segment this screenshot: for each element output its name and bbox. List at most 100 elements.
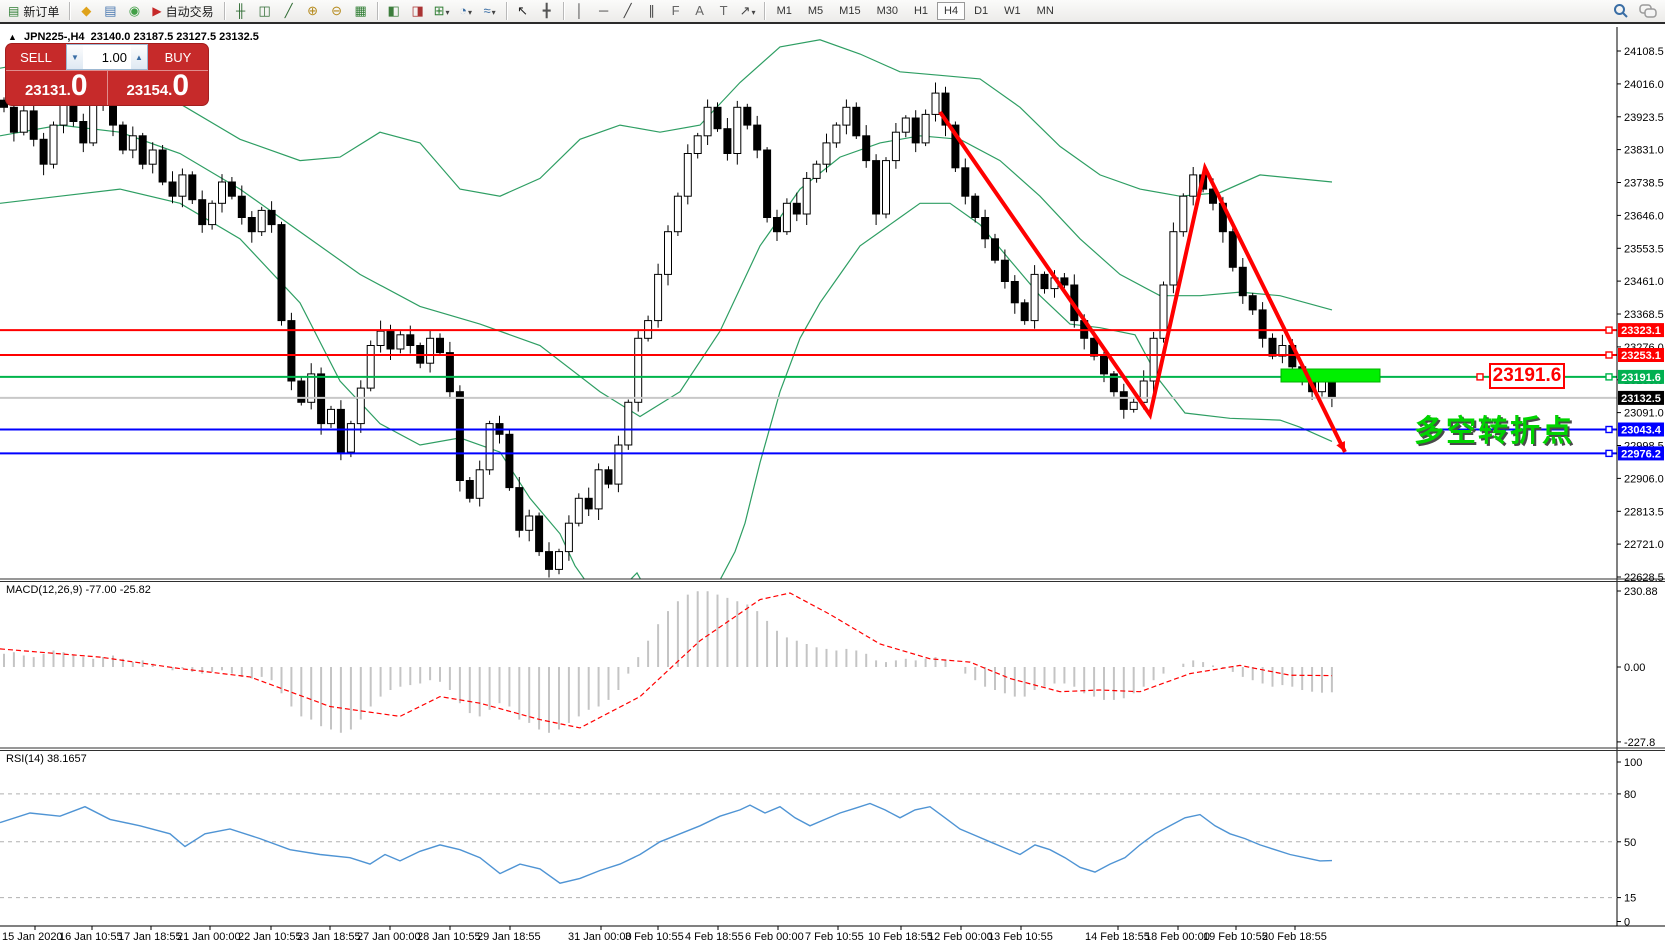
timeframe-w1[interactable]: W1	[1004, 5, 1021, 17]
horizontal-line-objects[interactable]	[0, 329, 1617, 455]
new-chart-icon-caret[interactable]: ▾	[445, 8, 450, 17]
svg-text:15: 15	[1624, 893, 1636, 905]
toolbar: ▤ 新订单 ◆ ▤ ◉ ▶ 自动交易 ╫ ◫ ╱ ⊕ ⊖ ▦ ◧ ◨ ⊞▾ ◔▾ ≈▾ ↖ ╋ │ ─ ╱ ∥ F A T ↗▾ M1 M…	[0, 0, 1665, 24]
svg-text:22813.5: 22813.5	[1624, 506, 1664, 518]
svg-text:0: 0	[1624, 917, 1630, 929]
auto-scroll-icon: ◨	[411, 3, 424, 18]
rsi-pane[interactable]: 100 80 50 15 0	[0, 757, 1642, 929]
autotrading-button[interactable]: ▶ 自动交易	[146, 0, 219, 23]
signals-icon[interactable]: ◉	[122, 0, 146, 22]
svg-text:6 Feb 00:00: 6 Feb 00:00	[745, 931, 804, 943]
arrows-icon-caret[interactable]: ▾	[751, 8, 756, 17]
arrows-icon: ↗	[739, 3, 751, 18]
tile-windows-icon[interactable]: ▦	[349, 0, 373, 22]
timeframe-m5[interactable]: M5	[807, 5, 824, 17]
crosshair-icon[interactable]: ╋	[535, 0, 559, 22]
chart-background	[0, 26, 1665, 945]
macd-pane[interactable]: 230.88 0.00 -227.8	[0, 586, 1658, 749]
svg-text:22976.2: 22976.2	[1621, 448, 1661, 460]
text-icon[interactable]: A	[688, 0, 712, 22]
zoom-in-icon[interactable]: ⊕	[301, 0, 325, 22]
svg-text:23368.5: 23368.5	[1624, 309, 1664, 321]
symbol-name: JPN225-,H4	[23, 31, 85, 43]
timeframe-mn[interactable]: MN	[1036, 5, 1054, 17]
fibonacci-icon[interactable]: F	[664, 0, 688, 22]
volume-input[interactable]	[83, 45, 131, 69]
sell-price-small: 23131.	[24, 82, 71, 99]
svg-text:31 Jan 00:00: 31 Jan 00:00	[568, 931, 632, 943]
timeframe-m15[interactable]: M15	[839, 5, 861, 17]
main-price-pane[interactable]	[0, 39, 1617, 609]
auto-scroll-icon[interactable]: ◨	[406, 0, 430, 22]
buy-price[interactable]: 23154. 0	[108, 71, 209, 105]
price-tag-object[interactable]: 23191.6	[1489, 363, 1565, 389]
sell-button[interactable]: SELL	[20, 49, 52, 65]
candlestick-mode-icon: ◫	[258, 3, 271, 18]
navigator-icon[interactable]: ▤	[98, 0, 122, 22]
svg-text:22 Jan 10:55: 22 Jan 10:55	[238, 931, 302, 943]
history-center-icon[interactable]: ◆	[74, 0, 98, 22]
price-label-23132.5	[1618, 390, 1664, 405]
zoom-out-icon[interactable]: ⊖	[325, 0, 349, 22]
one-click-collapse-icon[interactable]: ▲	[8, 32, 17, 42]
chart-shift-icon[interactable]: ◧	[382, 0, 406, 22]
sell-price[interactable]: 23131. 0	[6, 71, 108, 105]
arrows-icon[interactable]: ↗▾	[736, 0, 760, 22]
svg-text:21 Jan 00:00: 21 Jan 00:00	[177, 931, 241, 943]
toolbar-separator	[505, 2, 507, 20]
rsi-indicator-label: RSI(14) 38.1657	[6, 753, 87, 765]
equidistant-channel-icon[interactable]: ∥	[640, 0, 664, 22]
price-label-23323.1	[1618, 323, 1664, 338]
autotrading-button-label: 自动交易	[165, 4, 214, 19]
bar-chart-mode-icon[interactable]: ╫	[229, 0, 253, 22]
fibonacci-icon: F	[671, 3, 680, 18]
price-label-23253.1	[1618, 348, 1664, 362]
timeframe-h1[interactable]: H1	[913, 5, 929, 17]
green-highlight-bar[interactable]	[1280, 368, 1381, 383]
svg-text:13 Feb 10:55: 13 Feb 10:55	[988, 931, 1053, 943]
history-center-icon: ◆	[81, 3, 92, 18]
vertical-line-icon[interactable]: │	[568, 0, 592, 22]
trend-zigzag-arrow[interactable]	[938, 110, 1347, 453]
svg-text:7 Feb 10:55: 7 Feb 10:55	[805, 931, 864, 943]
tile-windows-icon: ▦	[354, 3, 367, 18]
indicators-icon-caret[interactable]: ▾	[491, 8, 496, 17]
svg-text:17 Jan 18:55: 17 Jan 18:55	[118, 931, 182, 943]
timeframe-d1[interactable]: D1	[974, 5, 989, 17]
toolbar-separator	[562, 2, 564, 20]
cursor-icon[interactable]: ↖	[511, 0, 535, 22]
cn-annotation-text[interactable]: 多空转折点	[1414, 415, 1574, 448]
price-label-23043.4	[1618, 422, 1664, 437]
profiles-clock-icon: ◔	[459, 3, 468, 18]
svg-text:23646.0: 23646.0	[1624, 210, 1664, 222]
candlestick-mode-icon[interactable]: ◫	[253, 0, 277, 22]
trendline-icon[interactable]: ╱	[616, 0, 640, 22]
buy-button[interactable]: BUY	[164, 49, 192, 65]
chart-symbol-header: ▲ JPN225-,H4 23140.0 23187.5 23127.5 231…	[8, 31, 259, 43]
svg-text:23738.5: 23738.5	[1624, 178, 1664, 190]
profiles-clock-icon-caret[interactable]: ▾	[468, 8, 473, 17]
horizontal-line-icon[interactable]: ─	[592, 0, 616, 22]
horizontal-line-icon: ─	[599, 3, 609, 18]
line-chart-mode-icon[interactable]: ╱	[277, 0, 301, 22]
indicators-icon[interactable]: ≈▾	[478, 0, 502, 22]
timeframe-m30[interactable]: M30	[876, 5, 898, 17]
timeframe-m1[interactable]: M1	[776, 5, 792, 17]
crosshair-icon: ╋	[542, 3, 551, 18]
text-label-icon[interactable]: T	[712, 0, 736, 22]
macd-indicator-label: MACD(12,26,9) -77.00 -25.82	[6, 584, 151, 596]
new-order-button[interactable]: ▤ 新订单	[2, 0, 65, 23]
svg-text:-227.8: -227.8	[1624, 737, 1655, 749]
volume-increase-button[interactable]: ▲	[131, 45, 147, 69]
volume-decrease-button[interactable]: ▼	[67, 45, 83, 69]
price-label-23191.6	[1618, 369, 1664, 384]
profiles-clock-icon[interactable]: ◔▾	[454, 0, 478, 22]
chat-icon[interactable]	[1639, 3, 1657, 19]
zigzag-arrowhead	[1336, 441, 1345, 452]
new-chart-icon[interactable]: ⊞▾	[430, 0, 454, 22]
search-icon[interactable]	[1613, 3, 1629, 19]
timeframe-h4[interactable]: H4	[937, 2, 966, 20]
svg-text:23 Jan 18:55: 23 Jan 18:55	[297, 931, 361, 943]
